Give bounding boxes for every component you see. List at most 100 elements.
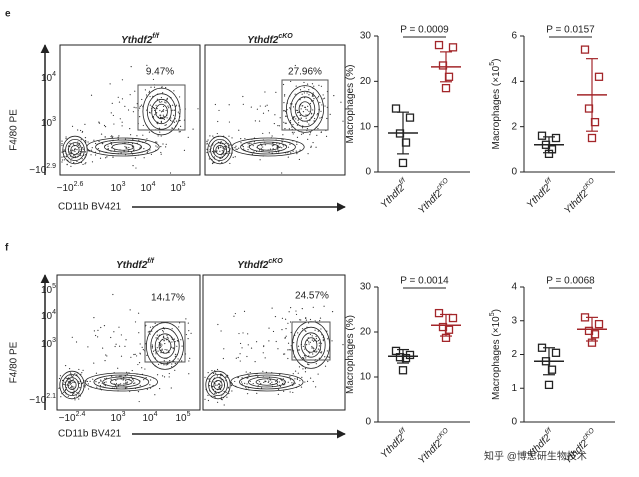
p-value: P = 0.0157 <box>546 25 595 36</box>
event-dot <box>295 313 298 316</box>
event-dot <box>279 373 281 375</box>
event-dot <box>149 95 151 98</box>
y-tick-label: 10 <box>360 372 372 383</box>
event-dot <box>167 337 169 339</box>
event-dot <box>320 342 323 344</box>
event-dot <box>275 380 277 383</box>
event-dot <box>126 381 129 383</box>
event-dot <box>284 337 286 339</box>
event-dot <box>299 114 301 116</box>
event-dot <box>157 363 160 365</box>
event-dot <box>165 364 167 366</box>
event-dot <box>156 141 158 143</box>
contour <box>111 143 135 151</box>
event-dot <box>207 399 210 402</box>
data-point <box>551 133 561 143</box>
event-dot <box>103 381 106 384</box>
event-dot <box>279 146 281 148</box>
event-dot <box>188 373 190 375</box>
event-dot <box>93 139 95 141</box>
event-dot <box>73 388 75 390</box>
event-dot <box>134 157 136 159</box>
event-dot <box>143 148 145 150</box>
event-dot <box>146 109 148 111</box>
event-dot <box>304 371 307 373</box>
x-tick-label-sup: 4 <box>154 411 158 418</box>
event-dot <box>296 378 299 381</box>
event-dot <box>166 349 168 351</box>
event-dot <box>319 101 321 104</box>
event-dot <box>264 91 266 93</box>
event-dot <box>164 342 166 345</box>
y-axis-label: Macrophages (×105) <box>489 59 502 150</box>
event-dot <box>181 360 183 362</box>
event-dot <box>90 94 93 96</box>
event-dot <box>246 383 248 385</box>
event-dot <box>220 142 222 145</box>
event-dot <box>126 147 128 149</box>
event-dot <box>163 360 165 362</box>
event-dot <box>273 122 275 125</box>
event-dot <box>322 340 324 342</box>
event-dot <box>263 345 265 347</box>
event-dot <box>313 120 315 122</box>
event-dot <box>160 345 162 348</box>
y-axis-label: F4/80 PE <box>9 341 20 383</box>
event-dot <box>129 134 132 136</box>
event-dot <box>109 83 111 85</box>
event-dot <box>234 312 236 315</box>
event-dot <box>132 378 134 380</box>
event-dot <box>287 342 290 344</box>
event-dot <box>159 346 161 349</box>
y-axis-label-sup: 5 <box>489 312 496 316</box>
event-dot <box>162 110 164 112</box>
event-dot <box>93 316 95 319</box>
event-dot <box>314 320 316 322</box>
event-dot <box>306 109 308 111</box>
event-dot <box>61 159 64 161</box>
event-dot <box>164 348 166 351</box>
x-axis-label: CD11b BV421 <box>58 429 122 440</box>
contour <box>208 373 228 396</box>
data-point <box>580 45 590 54</box>
event-dot <box>96 386 98 388</box>
event-dot <box>71 336 73 338</box>
event-dot <box>289 376 291 378</box>
event-dot <box>305 108 307 110</box>
x-tick-label-sup: cKO <box>435 427 450 442</box>
event-dot <box>77 154 79 156</box>
event-dot <box>185 333 188 336</box>
event-dot <box>179 131 181 133</box>
event-dot <box>64 389 66 392</box>
event-dot <box>283 381 285 383</box>
event-dot <box>164 124 166 126</box>
event-dot <box>301 93 303 95</box>
event-dot <box>80 148 82 150</box>
event-dot <box>166 117 168 119</box>
event-dot <box>331 340 333 342</box>
event-dot <box>267 381 269 384</box>
event-dot <box>320 85 323 87</box>
event-dot <box>303 81 305 84</box>
event-dot <box>180 339 182 341</box>
event-dot <box>297 345 300 347</box>
event-dot <box>301 131 303 133</box>
event-dot <box>278 151 280 153</box>
event-dot <box>249 371 251 374</box>
event-dot <box>303 86 305 88</box>
event-dot <box>172 347 174 349</box>
contour <box>300 332 322 358</box>
event-dot <box>160 117 163 119</box>
event-dot <box>165 87 167 89</box>
event-dot <box>302 111 305 113</box>
event-dot <box>81 130 84 133</box>
x-tick-label-sup: 5 <box>182 181 186 188</box>
event-dot <box>183 149 186 151</box>
event-dot <box>146 138 148 140</box>
event-dot <box>94 154 97 156</box>
event-dot <box>264 144 266 146</box>
event-dot <box>178 96 181 98</box>
event-dot <box>152 117 155 119</box>
contour <box>70 145 80 155</box>
event-dot <box>241 383 243 385</box>
